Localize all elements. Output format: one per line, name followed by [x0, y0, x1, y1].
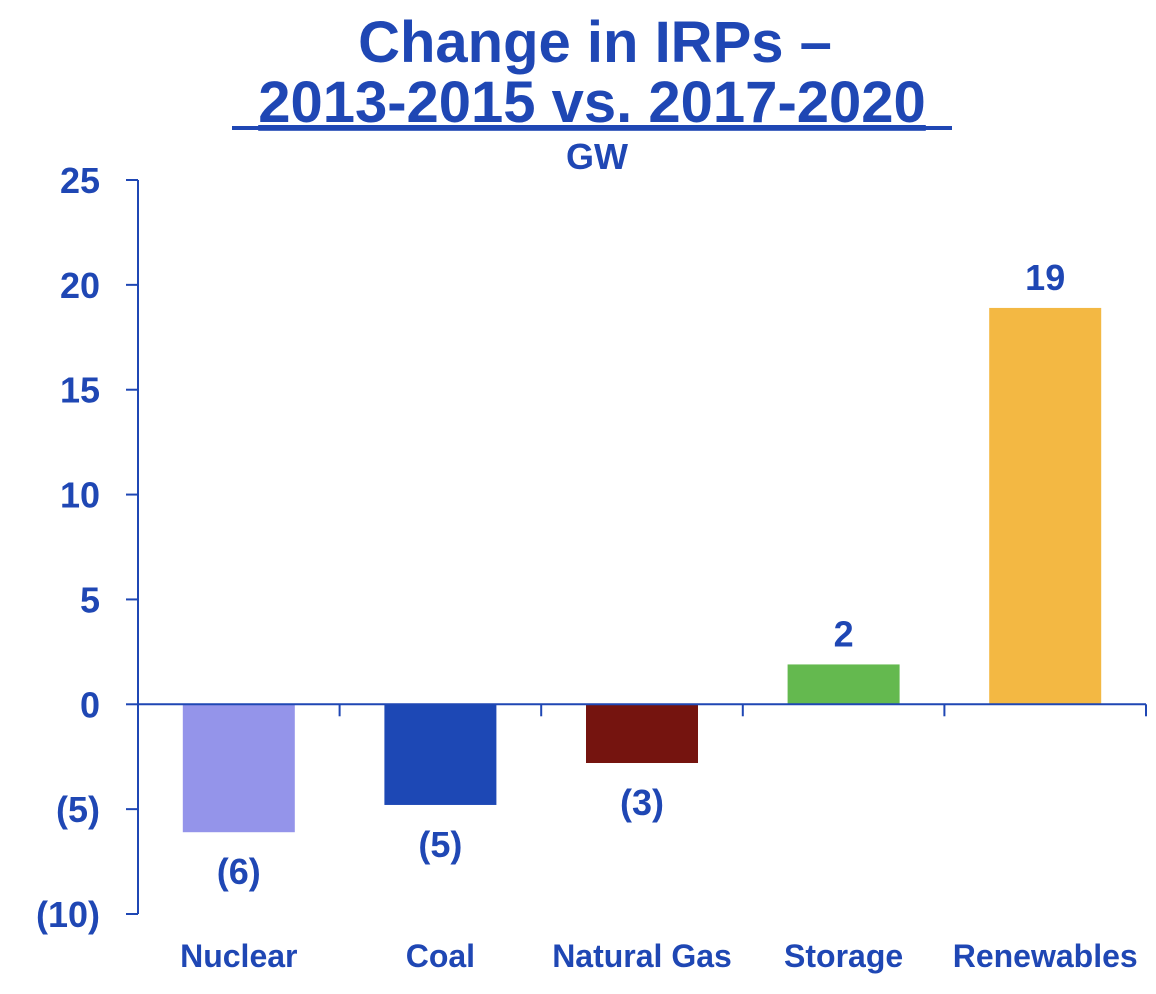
y-tick-label: (5)	[56, 789, 100, 830]
x-tick-label-storage: Storage	[784, 938, 903, 974]
plot-area: (6) (5) (3) 2 19 25 20 15 10 5 0 (5) (10) Nuclear Coal…	[36, 160, 1147, 974]
data-label-nuclear: (6)	[217, 851, 261, 892]
chart-title-line2: 2013-2015 vs. 2017-2020	[258, 70, 926, 135]
chart-subtitle: GW	[566, 136, 628, 177]
y-tick-label: 0	[80, 684, 100, 725]
y-tick-label: (10)	[36, 894, 100, 935]
chart-title-line1: Change in IRPs –	[358, 10, 832, 75]
y-tick-label: 15	[60, 370, 100, 411]
bar-coal	[384, 704, 497, 805]
bar-storage	[787, 664, 900, 705]
x-tick-label-coal: Coal	[406, 938, 475, 974]
x-tick-label-natural-gas: Natural Gas	[552, 938, 732, 974]
data-label-storage: 2	[834, 613, 854, 654]
data-label-renewables: 19	[1025, 257, 1065, 298]
y-tick-label: 10	[60, 475, 100, 516]
data-label-coal: (5)	[418, 824, 462, 865]
bar-natural-gas	[586, 704, 698, 764]
bar-nuclear	[182, 704, 295, 833]
bar-renewables	[989, 307, 1102, 705]
y-tick-label: 25	[60, 160, 100, 201]
y-tick-label: 5	[80, 579, 100, 620]
x-tick-label-nuclear: Nuclear	[180, 938, 297, 974]
y-tick-label: 20	[60, 265, 100, 306]
x-tick-label-renewables: Renewables	[953, 938, 1138, 974]
data-label-natural-gas: (3)	[620, 782, 664, 823]
